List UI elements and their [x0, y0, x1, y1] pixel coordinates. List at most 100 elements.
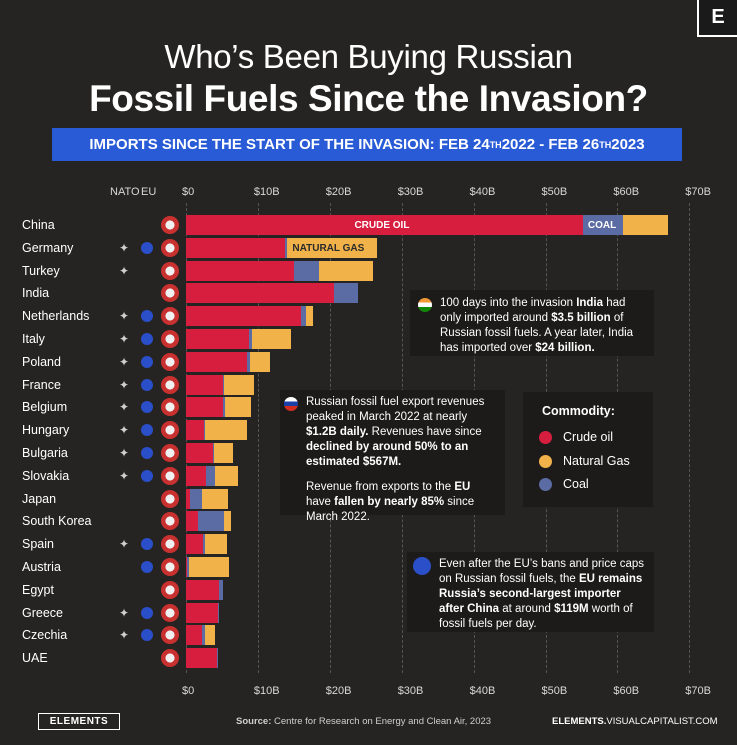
legend-swatch-crude-oil [539, 431, 552, 444]
eu-icon [141, 333, 153, 345]
country-label: Turkey [22, 263, 60, 278]
russia-annot-text3: Revenue from exports to the [306, 481, 455, 493]
x-tick-label-bottom: $50B [541, 685, 568, 697]
russia-revenue-annotation: Russian fossil fuel export revenues peak… [280, 390, 505, 523]
country-label: Egypt [22, 582, 54, 597]
chart-title-line1: Who’s Been Buying Russian [164, 38, 573, 75]
bar-label-crude-oil: CRUDE OIL [354, 220, 410, 231]
bar-segment [217, 602, 219, 623]
bar-segment [249, 329, 253, 349]
bar-segment [224, 397, 252, 418]
india-annotation: 100 days into the invasion India had onl… [410, 290, 654, 356]
eu-icon [141, 378, 153, 391]
chart-title-line2: Fossil Fuels Since the Invasion? [89, 78, 648, 119]
bar-segment [189, 488, 202, 509]
site-url: ELEMENTS.VISUALCAPITALIST.COM [552, 716, 718, 727]
russia-annot-bold3: EU [454, 481, 471, 493]
site-url-rest: VISUALCAPITALIST.COM [606, 716, 718, 727]
bar-segment [223, 374, 225, 395]
nato-icon: ✦ [118, 468, 130, 483]
bar-segment [214, 465, 238, 486]
russia-annot-text4: have [306, 496, 335, 508]
country-label: Belgium [22, 400, 68, 415]
bar-segment [186, 329, 250, 349]
bar-segment [286, 237, 377, 258]
nato-icon: ✦ [118, 240, 130, 255]
nato-icon: ✦ [118, 400, 130, 415]
russia-annot-text5: since March 2022. [306, 496, 475, 523]
x-tick-label-bottom: $30B [397, 685, 424, 697]
eu-icon [141, 401, 153, 414]
russia-annot-bold2: declined by around 50% to an estimated $… [306, 441, 469, 468]
bar-label-coal: COAL [587, 220, 617, 231]
bar-segment [205, 420, 248, 441]
country-flag-icon [161, 558, 179, 576]
country-flag-icon [161, 398, 179, 417]
bar-segment [334, 283, 358, 304]
country-label: India [22, 286, 50, 301]
country-flag-icon [161, 489, 179, 508]
india-annot-bold1: India [576, 297, 604, 309]
india-annot-text1: 100 days into the invasion [440, 297, 577, 309]
banner-sup1: TH [489, 139, 502, 150]
country-flag-icon [161, 512, 179, 531]
nato-icon: ✦ [118, 605, 130, 620]
bar-segment [187, 557, 189, 577]
source-label: Source: [236, 716, 272, 727]
bar-segment [252, 329, 291, 349]
x-tick-label-top: $50B [541, 186, 568, 198]
bar-label-natural-gas: NATURAL GAS [292, 242, 365, 254]
nato-icon: ✦ [118, 446, 130, 460]
eu-annot-bold1: EU remains Russia’s second-largest impor… [439, 573, 643, 615]
eu-annot-bold2: $119M [554, 603, 589, 615]
bar-segment [197, 511, 225, 532]
bar-segment [186, 625, 202, 646]
x-tick-label-top: $30B [397, 186, 424, 198]
bar-segment [205, 534, 227, 555]
country-label: Slovakia [22, 468, 70, 483]
chart-legend: Commodity: Crude oil Natural Gas Coal [523, 392, 653, 507]
gridline [257, 203, 259, 673]
eu-annot-text3: worth of fossil fuels per day. [439, 603, 633, 630]
bar-segment [623, 215, 668, 235]
banner-prefix: IMPORTS SINCE THE START OF THE INVASION:… [89, 136, 490, 153]
bar-segment [224, 511, 231, 532]
bar-segment [205, 625, 216, 646]
x-tick-label-top: $20B [325, 186, 352, 198]
country-label: China [22, 218, 55, 232]
gridline [689, 203, 691, 673]
banner-suffix: 2023 [611, 136, 645, 153]
bar-segment [203, 420, 206, 441]
bar-segment [186, 237, 286, 258]
legend-swatch-natural-gas [539, 455, 552, 468]
country-label: France [22, 377, 61, 392]
india-annot-text3: of Russian fossil fuels. A year later, I… [440, 312, 634, 354]
x-tick-label-bottom: $60B [613, 685, 640, 697]
country-label: Czechia [22, 628, 68, 643]
bar-segment [186, 602, 218, 623]
bar-segment [201, 488, 228, 509]
nato-icon: ✦ [118, 332, 130, 346]
x-tick-label-top: $60B [613, 186, 640, 198]
x-tick-label-top: $0 [182, 186, 195, 198]
site-url-bold: ELEMENTS. [552, 716, 607, 727]
bar-segment [186, 443, 214, 463]
india-annot-text2: had only imported around [440, 297, 626, 324]
country-label: Poland [22, 354, 61, 369]
x-tick-label-bottom: $0 [182, 685, 195, 697]
bar-segment [301, 306, 307, 327]
russia-annot-text2: Revenues have since [368, 426, 482, 438]
bar-segment [186, 420, 204, 441]
eu-icon [141, 424, 153, 437]
bar-segment [186, 260, 294, 281]
bar-segment [247, 351, 250, 372]
bar-segment [202, 534, 206, 555]
source-text: Centre for Research on Energy and Clean … [271, 716, 492, 727]
bar-segment [186, 306, 302, 327]
nato-icon: ✦ [118, 377, 130, 392]
bar-segment [285, 237, 287, 258]
country-flag-icon [161, 649, 179, 668]
x-tick-label-top: $10B [253, 186, 280, 198]
x-tick-label-top: $40B [469, 186, 496, 198]
bar-segment [186, 579, 220, 600]
